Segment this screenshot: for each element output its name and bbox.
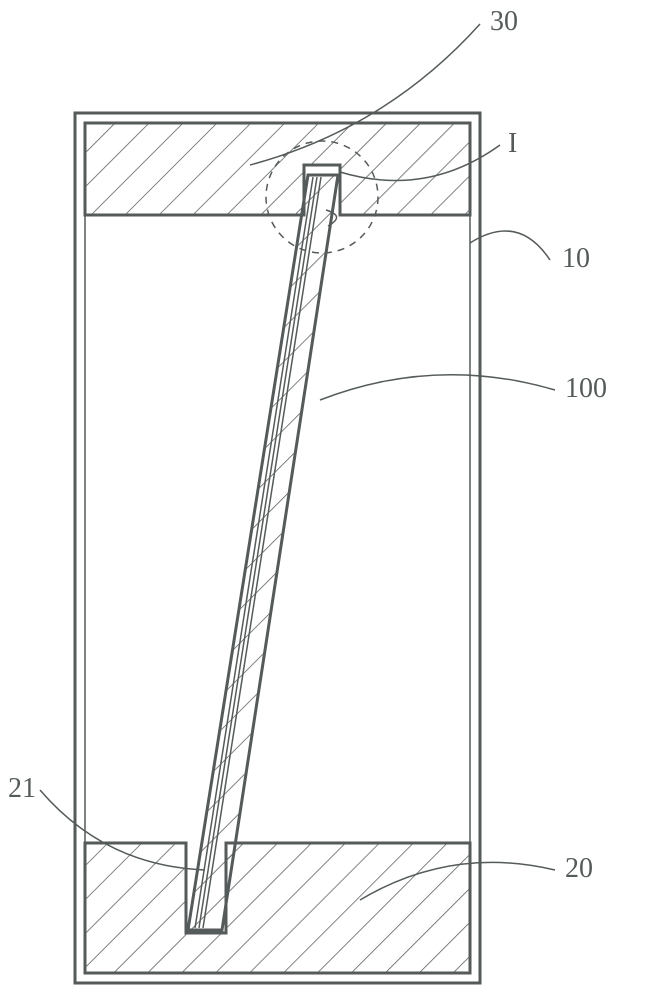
reference-numeral-21: 21 <box>8 775 36 803</box>
reference-numeral-20: 20 <box>565 855 593 883</box>
reference-label-I: I <box>508 130 517 158</box>
reference-numeral-100: 100 <box>565 375 607 403</box>
reference-numeral-30: 30 <box>490 8 518 36</box>
leader-100 <box>320 375 555 400</box>
top-block <box>85 123 470 215</box>
reference-numeral-10: 10 <box>562 245 590 273</box>
technical-figure <box>0 0 661 1000</box>
leader-10 <box>470 231 550 260</box>
bottom-block <box>85 843 470 973</box>
piece-100 <box>188 175 338 930</box>
